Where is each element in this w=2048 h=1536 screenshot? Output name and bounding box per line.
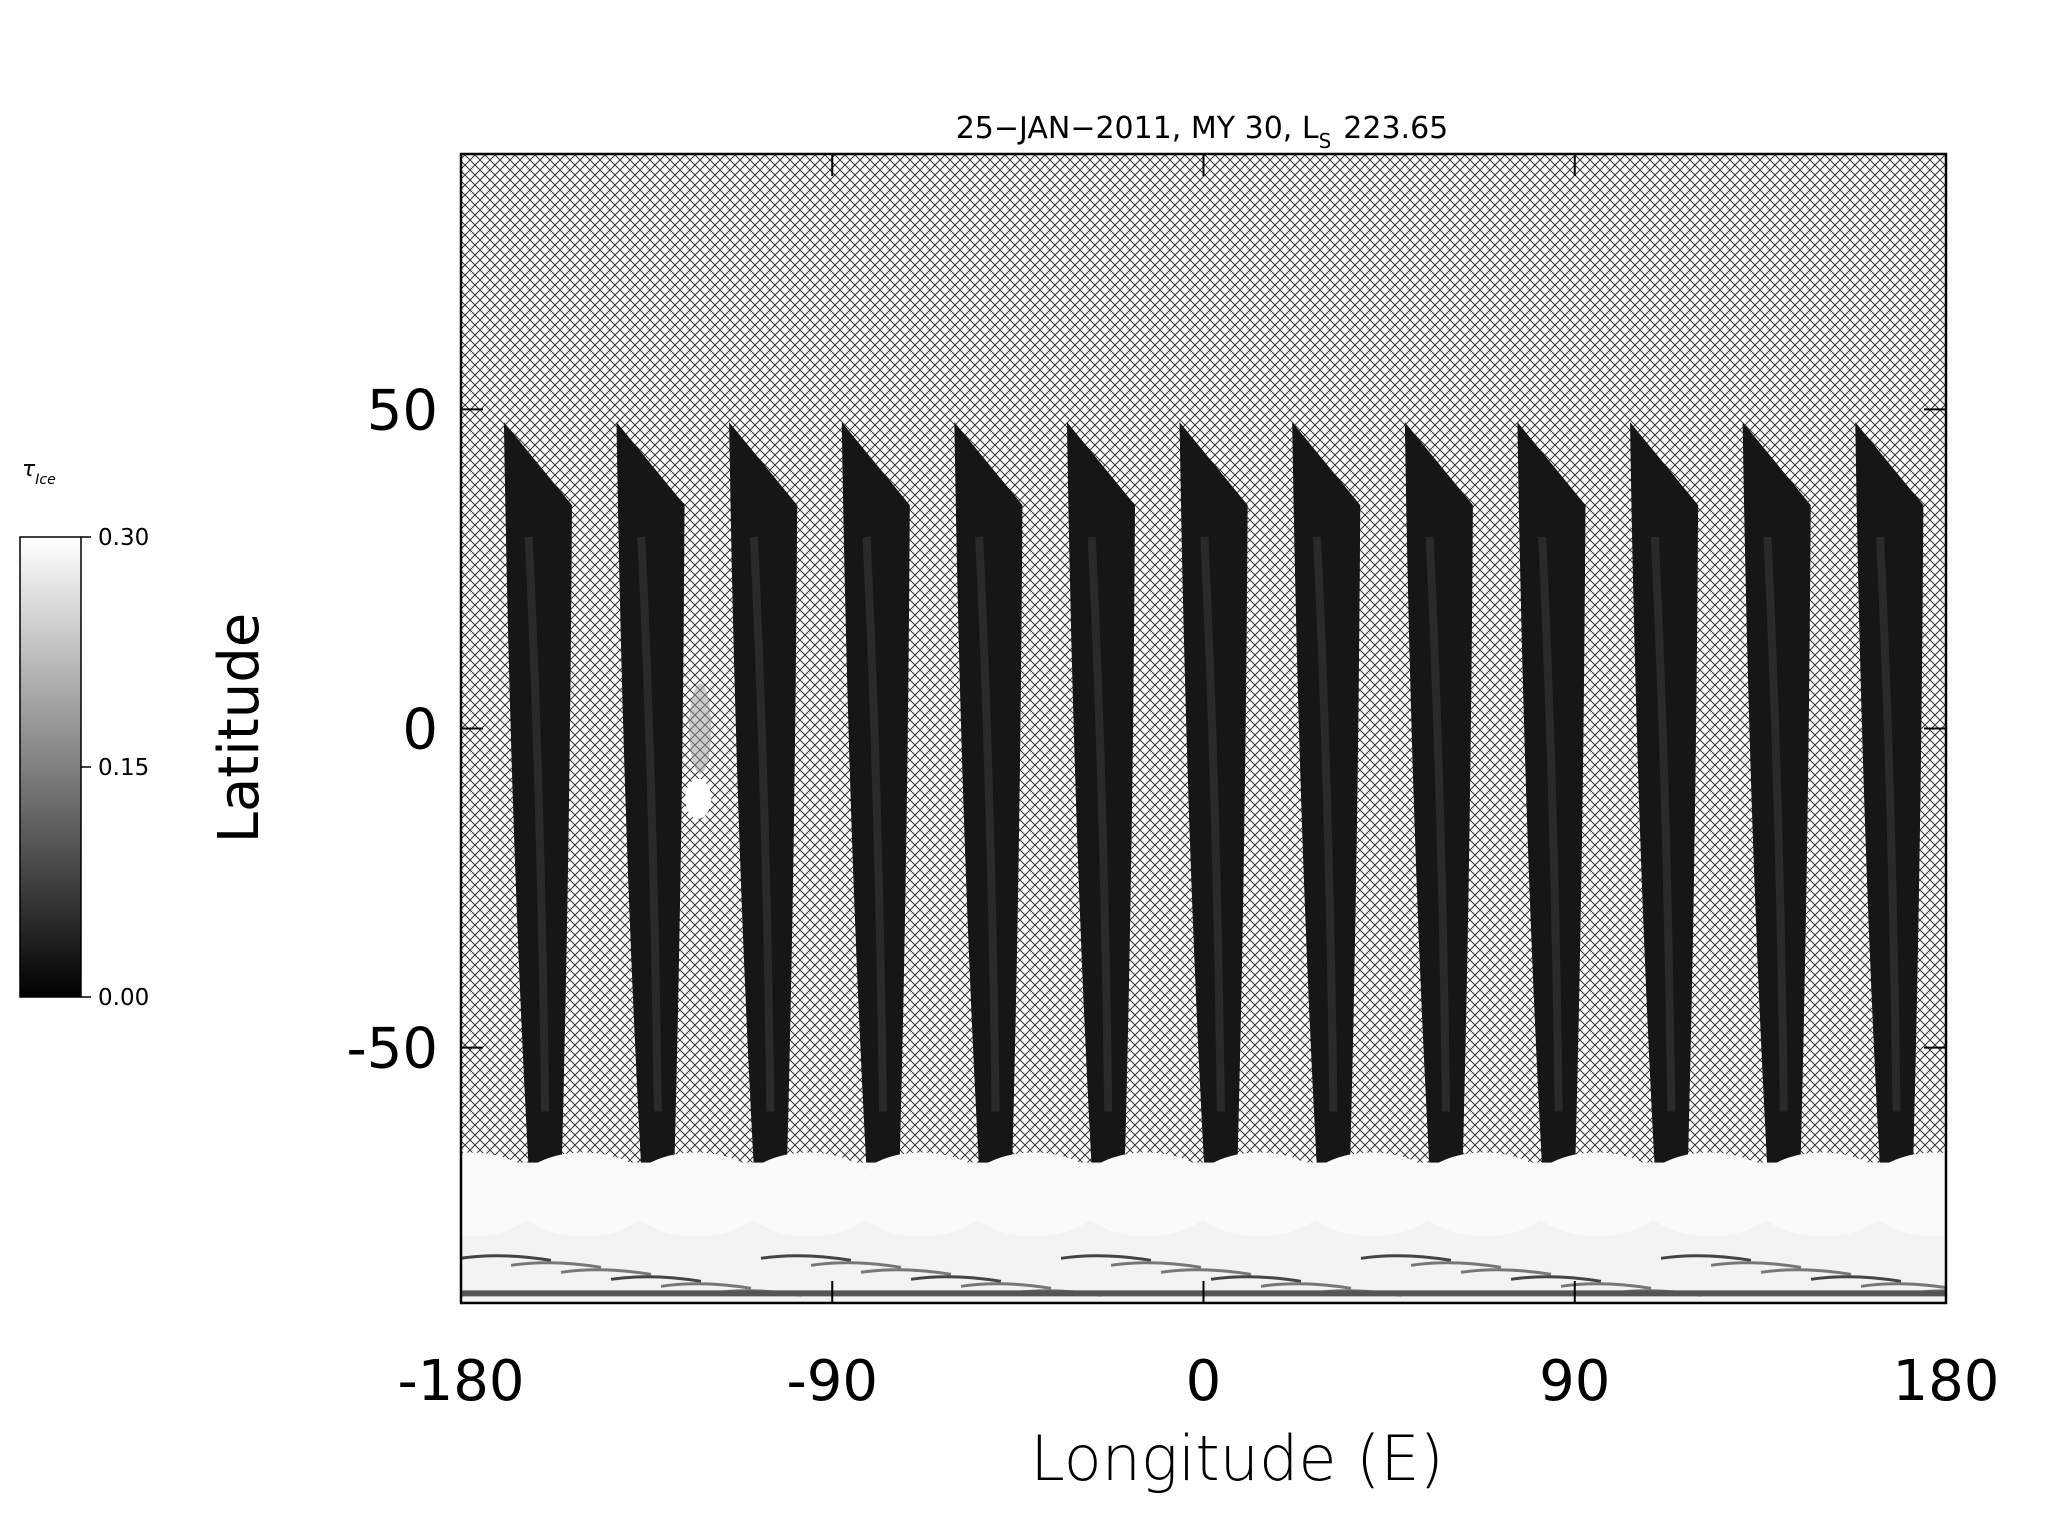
chart-title: 25−JAN−2011, MY 30, LS 223.65 <box>956 111 1449 153</box>
swath-texture <box>1538 536 1563 1112</box>
polar-blob <box>513 1152 654 1237</box>
polar-blob <box>1301 1152 1442 1237</box>
polar-streak <box>860 1268 952 1276</box>
polar-blob <box>1864 1152 1946 1237</box>
polar-blob <box>1414 1152 1555 1237</box>
polar-streak <box>1060 1254 1152 1262</box>
swath <box>1968 422 2036 1169</box>
polar-streak <box>1660 1254 1752 1262</box>
swath-texture <box>1763 536 1788 1112</box>
polar-streak <box>461 1254 552 1262</box>
bright-spot <box>685 778 712 819</box>
colorbar <box>19 536 82 998</box>
bright-haze <box>689 683 712 774</box>
colorbar-label: τIce <box>22 457 56 488</box>
colorbar-symbol: τ <box>22 457 36 482</box>
x-tick-label: 0 <box>1186 1349 1222 1414</box>
x-tick-label: 180 <box>1893 1349 2000 1414</box>
swath-texture <box>862 536 887 1112</box>
polar-streak <box>910 1275 1002 1283</box>
y-tick-label: -50 <box>347 1017 438 1082</box>
x-axis-label: Longitude (E) <box>1030 1422 1443 1495</box>
swath-texture <box>1425 536 1451 1112</box>
swaths <box>461 422 2036 1303</box>
polar-streak <box>1860 1282 1946 1290</box>
title-suffix: 223.65 <box>1343 111 1448 146</box>
swath-texture <box>1200 536 1225 1112</box>
swath-texture <box>1993 537 2010 1112</box>
polar-streak <box>1260 1282 1352 1290</box>
title-subscript: S <box>1319 129 1332 153</box>
colorbar-tick-label: 0.00 <box>98 985 149 1011</box>
polar-streak <box>1160 1268 1252 1276</box>
polar-blob <box>1076 1152 1217 1237</box>
x-tick-label: -90 <box>787 1349 878 1414</box>
polar-streak <box>1710 1261 1802 1269</box>
polar-blob <box>1189 1152 1330 1237</box>
swath-texture <box>1876 536 1901 1112</box>
swath-texture <box>1312 536 1338 1112</box>
polar-streak <box>960 1282 1052 1290</box>
swath-texture <box>524 536 550 1112</box>
polar-streak <box>1210 1275 1302 1283</box>
polar-blob <box>1752 1152 1893 1237</box>
x-tick-label: 90 <box>1539 1349 1610 1414</box>
polar-blob <box>1527 1152 1668 1237</box>
polar-streak <box>1560 1282 1652 1290</box>
polar-streak <box>1810 1275 1902 1283</box>
polar-streak <box>760 1254 852 1262</box>
polar-blob <box>851 1152 992 1237</box>
polar-streak <box>510 1261 602 1269</box>
swath-texture <box>975 536 1000 1112</box>
polar-blob <box>738 1152 879 1237</box>
polar-blob <box>963 1152 1104 1237</box>
polar-streak <box>1110 1261 1202 1269</box>
polar-streak <box>1760 1268 1852 1276</box>
title-main: 25−JAN−2011, MY 30, L <box>956 111 1319 146</box>
polar-blob <box>1639 1152 1780 1237</box>
polar-streak <box>1460 1268 1552 1276</box>
y-tick-label: 50 <box>367 378 438 443</box>
swath-texture <box>637 536 662 1112</box>
polar-streak <box>610 1275 702 1283</box>
polar-streak <box>660 1282 752 1290</box>
colorbar-tick-label: 0.30 <box>98 525 149 551</box>
polar-streak <box>810 1261 902 1269</box>
polar-streak <box>560 1268 652 1276</box>
polar-streak <box>1360 1254 1452 1262</box>
y-tick-label: 0 <box>402 698 438 763</box>
swath-texture <box>1650 536 1676 1112</box>
swath-texture <box>1087 536 1113 1112</box>
swath-texture <box>749 536 775 1112</box>
x-tick-label: -180 <box>397 1349 524 1414</box>
polar-streak <box>1410 1261 1502 1269</box>
polar-streak <box>1510 1275 1602 1283</box>
polar-blob <box>626 1152 767 1237</box>
colorbar-subscript: Ice <box>35 472 55 488</box>
y-axis-label: Latitude <box>207 613 272 843</box>
polar-blob <box>461 1152 541 1237</box>
colorbar-tick-label: 0.15 <box>98 755 149 781</box>
